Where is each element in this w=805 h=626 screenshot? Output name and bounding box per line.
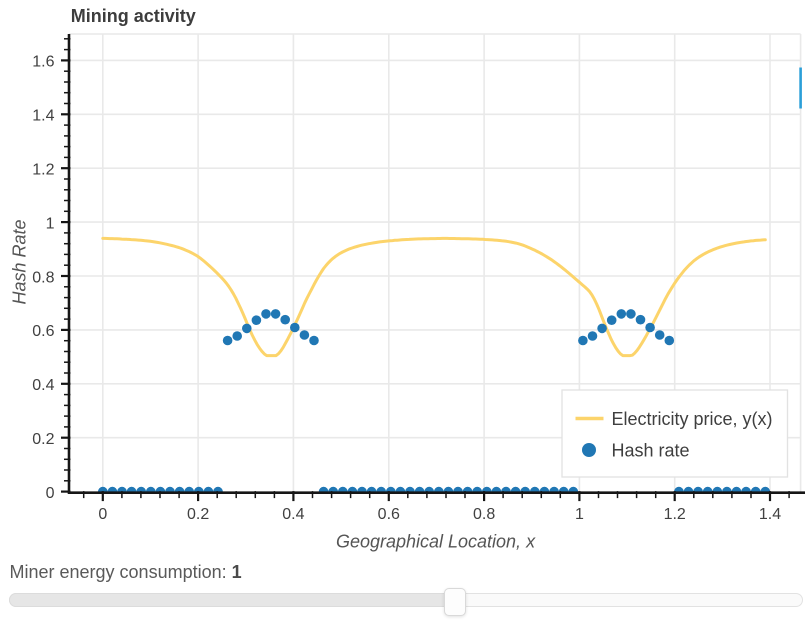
svg-text:0: 0 [98, 506, 107, 523]
svg-text:1.4: 1.4 [759, 506, 781, 523]
svg-text:0.6: 0.6 [378, 506, 400, 523]
svg-text:1.4: 1.4 [32, 108, 54, 125]
svg-text:Mining activity: Mining activity [71, 6, 196, 26]
svg-text:0.4: 0.4 [32, 377, 54, 394]
svg-text:1: 1 [575, 506, 584, 523]
svg-text:Hash rate: Hash rate [612, 441, 690, 461]
svg-text:0.2: 0.2 [32, 431, 54, 448]
svg-text:0.8: 0.8 [32, 269, 54, 286]
svg-text:0: 0 [46, 485, 55, 502]
svg-text:Electricity price, y(x): Electricity price, y(x) [612, 409, 773, 429]
svg-text:1: 1 [46, 215, 55, 232]
svg-text:0.8: 0.8 [473, 506, 495, 523]
svg-text:1.6: 1.6 [32, 54, 54, 71]
svg-text:0.2: 0.2 [187, 506, 209, 523]
svg-text:Geographical Location, x: Geographical Location, x [336, 532, 536, 552]
svg-text:0.6: 0.6 [32, 323, 54, 340]
svg-text:1.2: 1.2 [664, 506, 686, 523]
svg-text:1.2: 1.2 [32, 162, 54, 179]
svg-text:0.4: 0.4 [282, 506, 304, 523]
svg-text:Hash Rate: Hash Rate [10, 219, 30, 304]
